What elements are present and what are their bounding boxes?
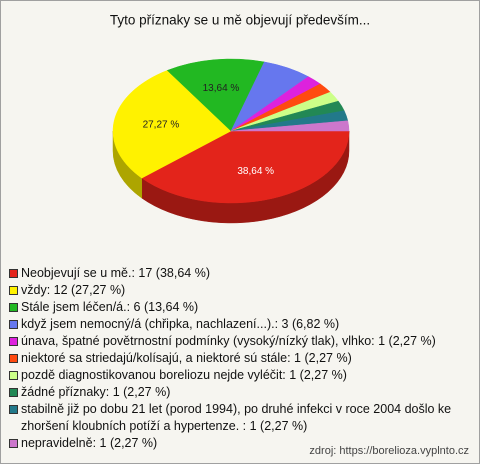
legend-item: žádné příznaky: 1 (2,27 %) (9, 384, 469, 401)
value-label: 27,27 % (143, 119, 180, 130)
legend-label: únava, špatné povětrnostní podmínky (vys… (21, 334, 436, 348)
legend-swatch (9, 371, 18, 380)
source: zdroj: https://borelioza.vyplnto.cz (309, 445, 469, 457)
legend-label: stabilně již po dobu 21 let (porod 1994)… (21, 402, 452, 433)
legend-item: když jsem nemocný/á (chřipka, nachlazení… (9, 316, 469, 333)
legend-swatch (9, 286, 18, 295)
legend-label: vždy: 12 (27,27 %) (21, 283, 126, 297)
legend-label: když jsem nemocný/á (chřipka, nachlazení… (21, 317, 340, 331)
legend-label: niektoré sa striedajú/kolísajú, a niekto… (21, 351, 352, 365)
legend-swatch (9, 405, 18, 414)
legend-label: žádné příznaky: 1 (2,27 %) (21, 385, 171, 399)
legend-item: Neobjevují se u mě.: 17 (38,64 %) (9, 265, 469, 282)
slice (230, 120, 350, 132)
legend-item: nepravidelně: 1 (2,27 %) (9, 435, 469, 452)
slice (112, 70, 232, 179)
legend-swatch (9, 439, 18, 448)
legend-item: niektoré sa striedajú/kolísajú, a niekto… (9, 350, 469, 367)
legend-swatch (9, 388, 18, 397)
slice (166, 58, 265, 132)
legend-label: Neobjevují se u mě.: 17 (38,64 %) (21, 266, 210, 280)
legend-label: nepravidelně: 1 (2,27 %) (21, 436, 158, 450)
legend-swatch (9, 269, 18, 278)
legend-item: pozdě diagnostikovanou boreliozu nejde v… (9, 367, 469, 384)
legend-item: únava, špatné povětrnostní podmínky (vys… (9, 333, 469, 350)
value-label: 13,64 % (203, 83, 240, 94)
legend-swatch (9, 354, 18, 363)
legend-item: vždy: 12 (27,27 %) (9, 282, 469, 299)
legend-label: Stále jsem léčen/á.: 6 (13,64 %) (21, 300, 199, 314)
legend-swatch (9, 337, 18, 346)
legend-item: stabilně již po dobu 21 let (porod 1994)… (9, 401, 469, 435)
legend-swatch (9, 320, 18, 329)
chart-title: Tyto příznaky se u mě objevují především… (110, 13, 370, 28)
legend-item: Stále jsem léčen/á.: 6 (13,64 %) (9, 299, 469, 316)
pie-area: Tyto příznaky se u mě objevují především… (110, 13, 370, 224)
value-label: 38,64 % (237, 166, 274, 177)
legend: Neobjevují se u mě.: 17 (38,64 %) vždy: 1… (9, 265, 469, 452)
legend-swatch (9, 303, 18, 312)
slice (141, 130, 350, 204)
legend-label: pozdě diagnostikovanou boreliozu nejde v… (21, 368, 347, 382)
